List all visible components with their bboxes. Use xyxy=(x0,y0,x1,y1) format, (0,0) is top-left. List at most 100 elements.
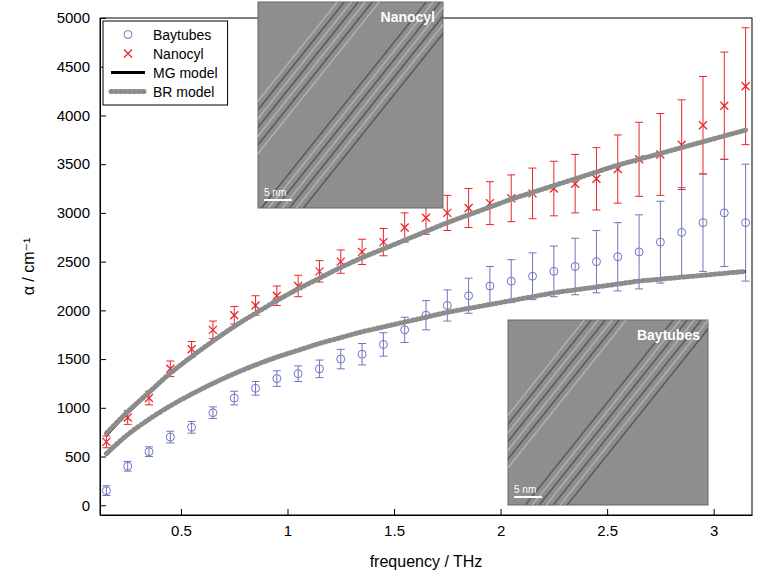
y-tick-label: 1500 xyxy=(57,350,90,367)
inset-stripe xyxy=(567,320,708,505)
x-tick: 0.5 xyxy=(171,509,192,539)
error-bar xyxy=(102,436,110,448)
scale-bar-label: 5 nm xyxy=(514,484,536,495)
y-tick: 1000 xyxy=(57,399,106,416)
x-tick: 2.5 xyxy=(597,509,618,539)
point xyxy=(401,224,409,232)
y-tick: 2500 xyxy=(57,253,106,270)
inset-texture xyxy=(258,2,443,208)
point xyxy=(401,326,409,334)
y-tick-label: 0 xyxy=(82,497,90,514)
y-tick-mark xyxy=(100,457,106,458)
error-bar xyxy=(379,333,387,356)
x-tick-mark xyxy=(607,509,608,515)
chart: 0.511.522.530500100015002000250030003500… xyxy=(0,0,759,573)
x-tick-mark xyxy=(288,509,289,515)
error-bar xyxy=(337,349,345,368)
error-bar xyxy=(102,486,110,496)
y-tick-mark xyxy=(100,18,106,19)
point xyxy=(592,258,600,266)
point xyxy=(742,82,750,90)
y-tick-mark xyxy=(100,408,106,409)
error-bar xyxy=(465,189,473,228)
y-tick: 1500 xyxy=(57,350,106,367)
point xyxy=(124,462,132,470)
inset-label: Nanocyl xyxy=(381,9,435,25)
point xyxy=(337,355,345,363)
point xyxy=(656,238,664,246)
y-tick-mark xyxy=(100,115,106,116)
point xyxy=(422,214,430,222)
point xyxy=(166,433,174,441)
error-bar xyxy=(294,366,302,382)
legend-entry: Baytubes xyxy=(124,27,211,43)
error-bar xyxy=(273,371,281,387)
y-tick: 4000 xyxy=(57,107,106,124)
inset-stripe xyxy=(532,320,680,505)
point xyxy=(315,365,323,373)
error-bar xyxy=(124,461,132,471)
legend-symbol xyxy=(111,71,145,74)
y-tick-label: 3500 xyxy=(57,155,90,172)
point xyxy=(571,263,579,271)
error-bar xyxy=(443,290,451,321)
y-tick: 4500 xyxy=(57,58,106,75)
error-bar xyxy=(614,135,622,203)
error-bar xyxy=(678,188,686,278)
point xyxy=(507,277,515,285)
point xyxy=(465,292,473,300)
error-bar xyxy=(592,230,600,292)
point xyxy=(699,121,707,129)
inset-label: Baytubes xyxy=(637,327,700,343)
error-bar xyxy=(529,253,537,300)
point xyxy=(529,272,537,280)
scale-bar xyxy=(264,199,292,201)
error-bar xyxy=(614,223,622,291)
point xyxy=(550,267,558,275)
point xyxy=(720,209,728,217)
y-tick-label: 500 xyxy=(65,448,90,465)
point xyxy=(635,248,643,256)
error-bar xyxy=(188,421,196,433)
inset-stripe xyxy=(268,2,433,208)
error-bar xyxy=(742,164,750,281)
point xyxy=(379,238,387,246)
y-tick-label: 4000 xyxy=(57,107,90,124)
error-bar xyxy=(699,174,707,271)
error-bar xyxy=(720,52,728,159)
legend-symbol xyxy=(124,50,132,58)
point xyxy=(699,219,707,227)
y-axis-line xyxy=(100,19,101,516)
x-tick-label: 3 xyxy=(710,522,718,539)
error-bar xyxy=(507,260,515,303)
inset-stripe xyxy=(275,2,440,208)
x-tick-mark xyxy=(394,509,395,515)
x-tick-label: 0.5 xyxy=(171,522,192,539)
x-tick: 3 xyxy=(710,509,718,539)
x-axis: 0.511.522.53 xyxy=(101,509,753,539)
error-bar xyxy=(635,215,643,289)
inset-stripe xyxy=(258,2,351,208)
inset-image xyxy=(258,2,443,208)
legend-label: Baytubes xyxy=(153,27,211,43)
inset-stripe xyxy=(303,2,443,208)
x-tick-label: 2 xyxy=(497,522,505,539)
point xyxy=(252,301,260,309)
point xyxy=(102,487,110,495)
inset-stripe xyxy=(258,2,379,208)
inset-stripe xyxy=(553,320,701,505)
x-tick-label: 1.5 xyxy=(384,522,405,539)
inset-stripe xyxy=(508,320,619,505)
error-bar xyxy=(720,159,728,266)
y-tick-label: 2000 xyxy=(57,302,90,319)
y-tick: 3500 xyxy=(57,155,106,172)
point xyxy=(188,423,196,431)
point xyxy=(443,209,451,217)
point xyxy=(102,438,110,446)
x-tick: 1.5 xyxy=(384,509,405,539)
scale-bar xyxy=(514,496,542,498)
x-tick-mark xyxy=(714,509,715,515)
point xyxy=(379,340,387,348)
point xyxy=(720,102,728,110)
error-bar xyxy=(166,431,174,443)
